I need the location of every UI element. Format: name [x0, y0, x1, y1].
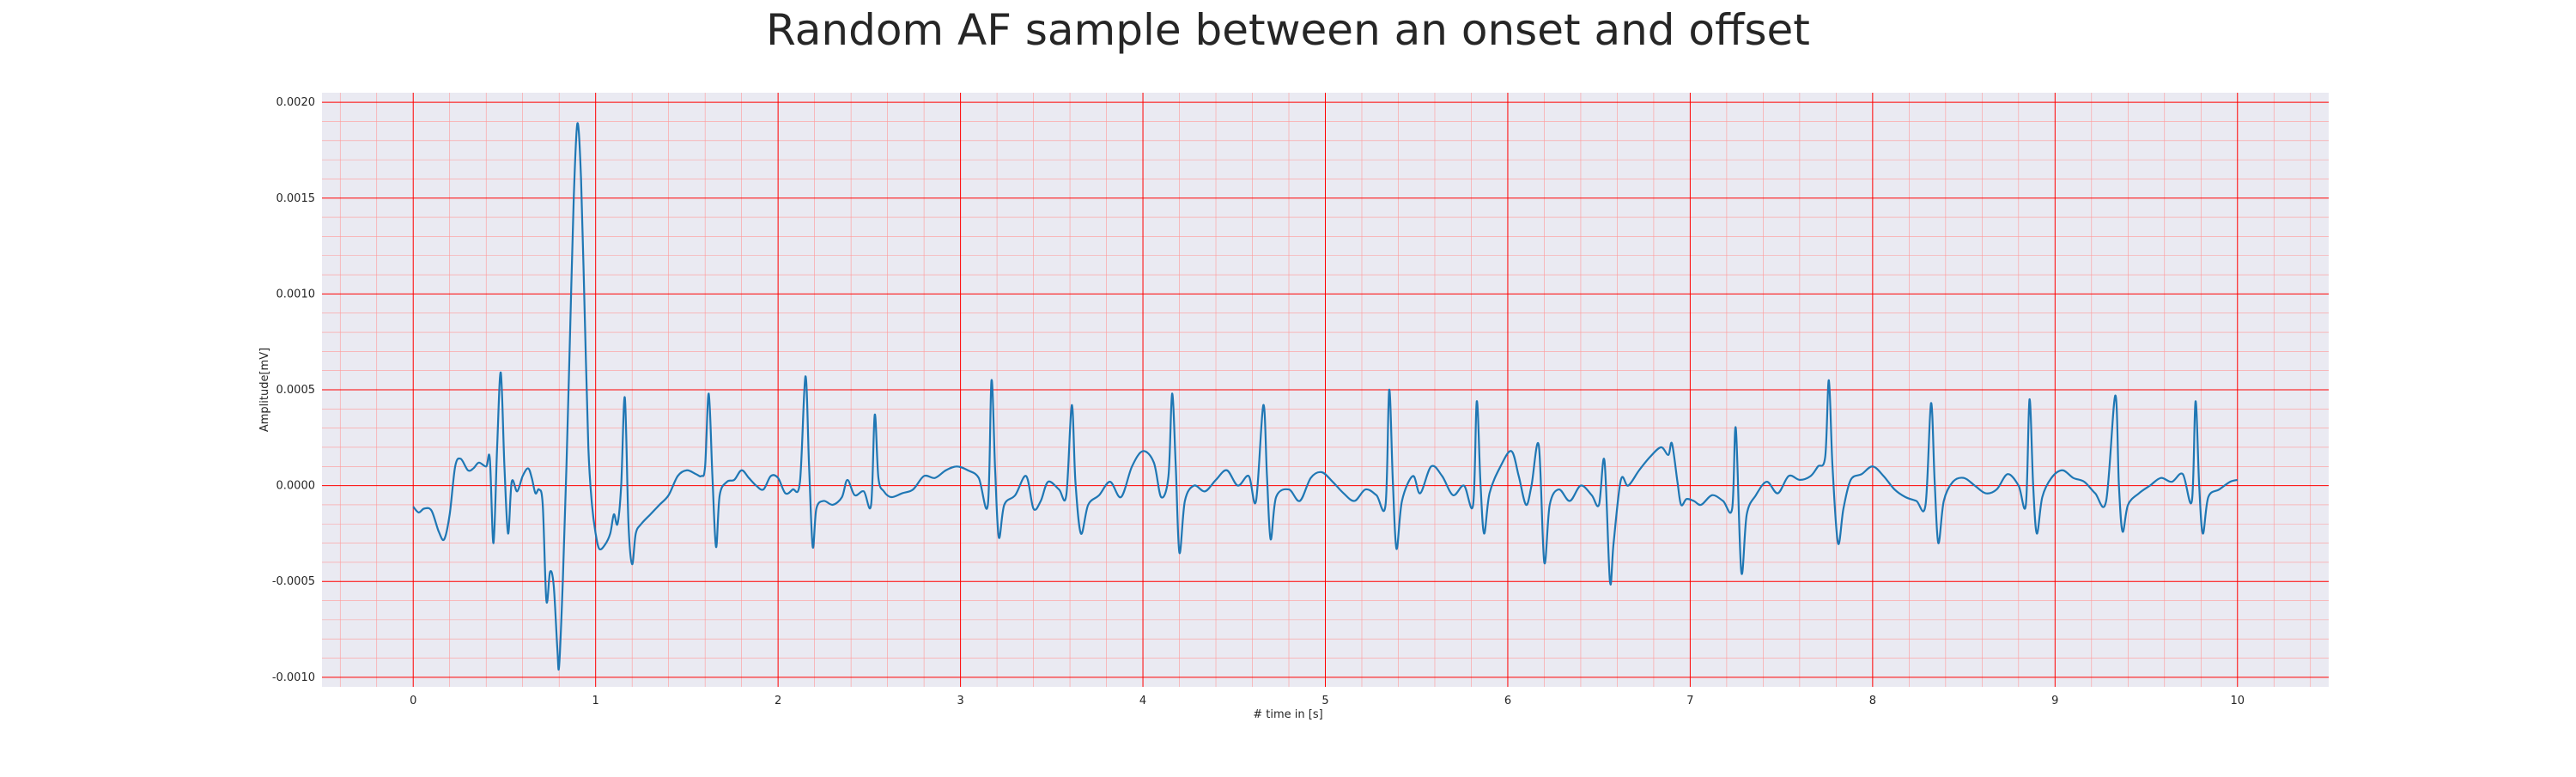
x-axis-label: # time in [s] [1253, 708, 1322, 721]
x-tick-labels: 0 1 2 3 4 5 6 7 8 9 10 [410, 695, 2245, 707]
x-tick-label: 7 [1686, 695, 1693, 707]
x-tick-label: 8 [1869, 695, 1876, 707]
x-tick-label: 5 [1321, 695, 1328, 707]
y-tick-label: 0.0000 [276, 480, 316, 493]
x-tick-label: 6 [1504, 695, 1511, 707]
y-tick-label: -0.0010 [272, 671, 315, 684]
y-tick-labels: -0.0010 -0.0005 0.0000 0.0005 0.0010 0.0015 0.… [272, 96, 315, 684]
x-tick-label: 0 [410, 695, 416, 707]
y-tick-label: 0.0020 [276, 96, 316, 109]
x-tick-label: 4 [1139, 695, 1146, 707]
y-tick-label: 0.0005 [276, 384, 316, 397]
y-tick-label: 0.0010 [276, 288, 316, 300]
y-tick-label: -0.0005 [272, 575, 315, 588]
x-tick-label: 2 [775, 695, 781, 707]
x-tick-label: 9 [2051, 695, 2058, 707]
major-grid [322, 93, 2329, 687]
x-tick-label: 1 [592, 695, 599, 707]
x-tick-label: 10 [2230, 695, 2245, 707]
y-tick-label: 0.0015 [276, 192, 316, 205]
x-tick-label: 3 [957, 695, 963, 707]
series-line [412, 122, 2239, 671]
y-axis-label: Amplitude[mV] [258, 348, 271, 432]
chart-title: Random AF sample between an onset and of… [766, 5, 1810, 55]
